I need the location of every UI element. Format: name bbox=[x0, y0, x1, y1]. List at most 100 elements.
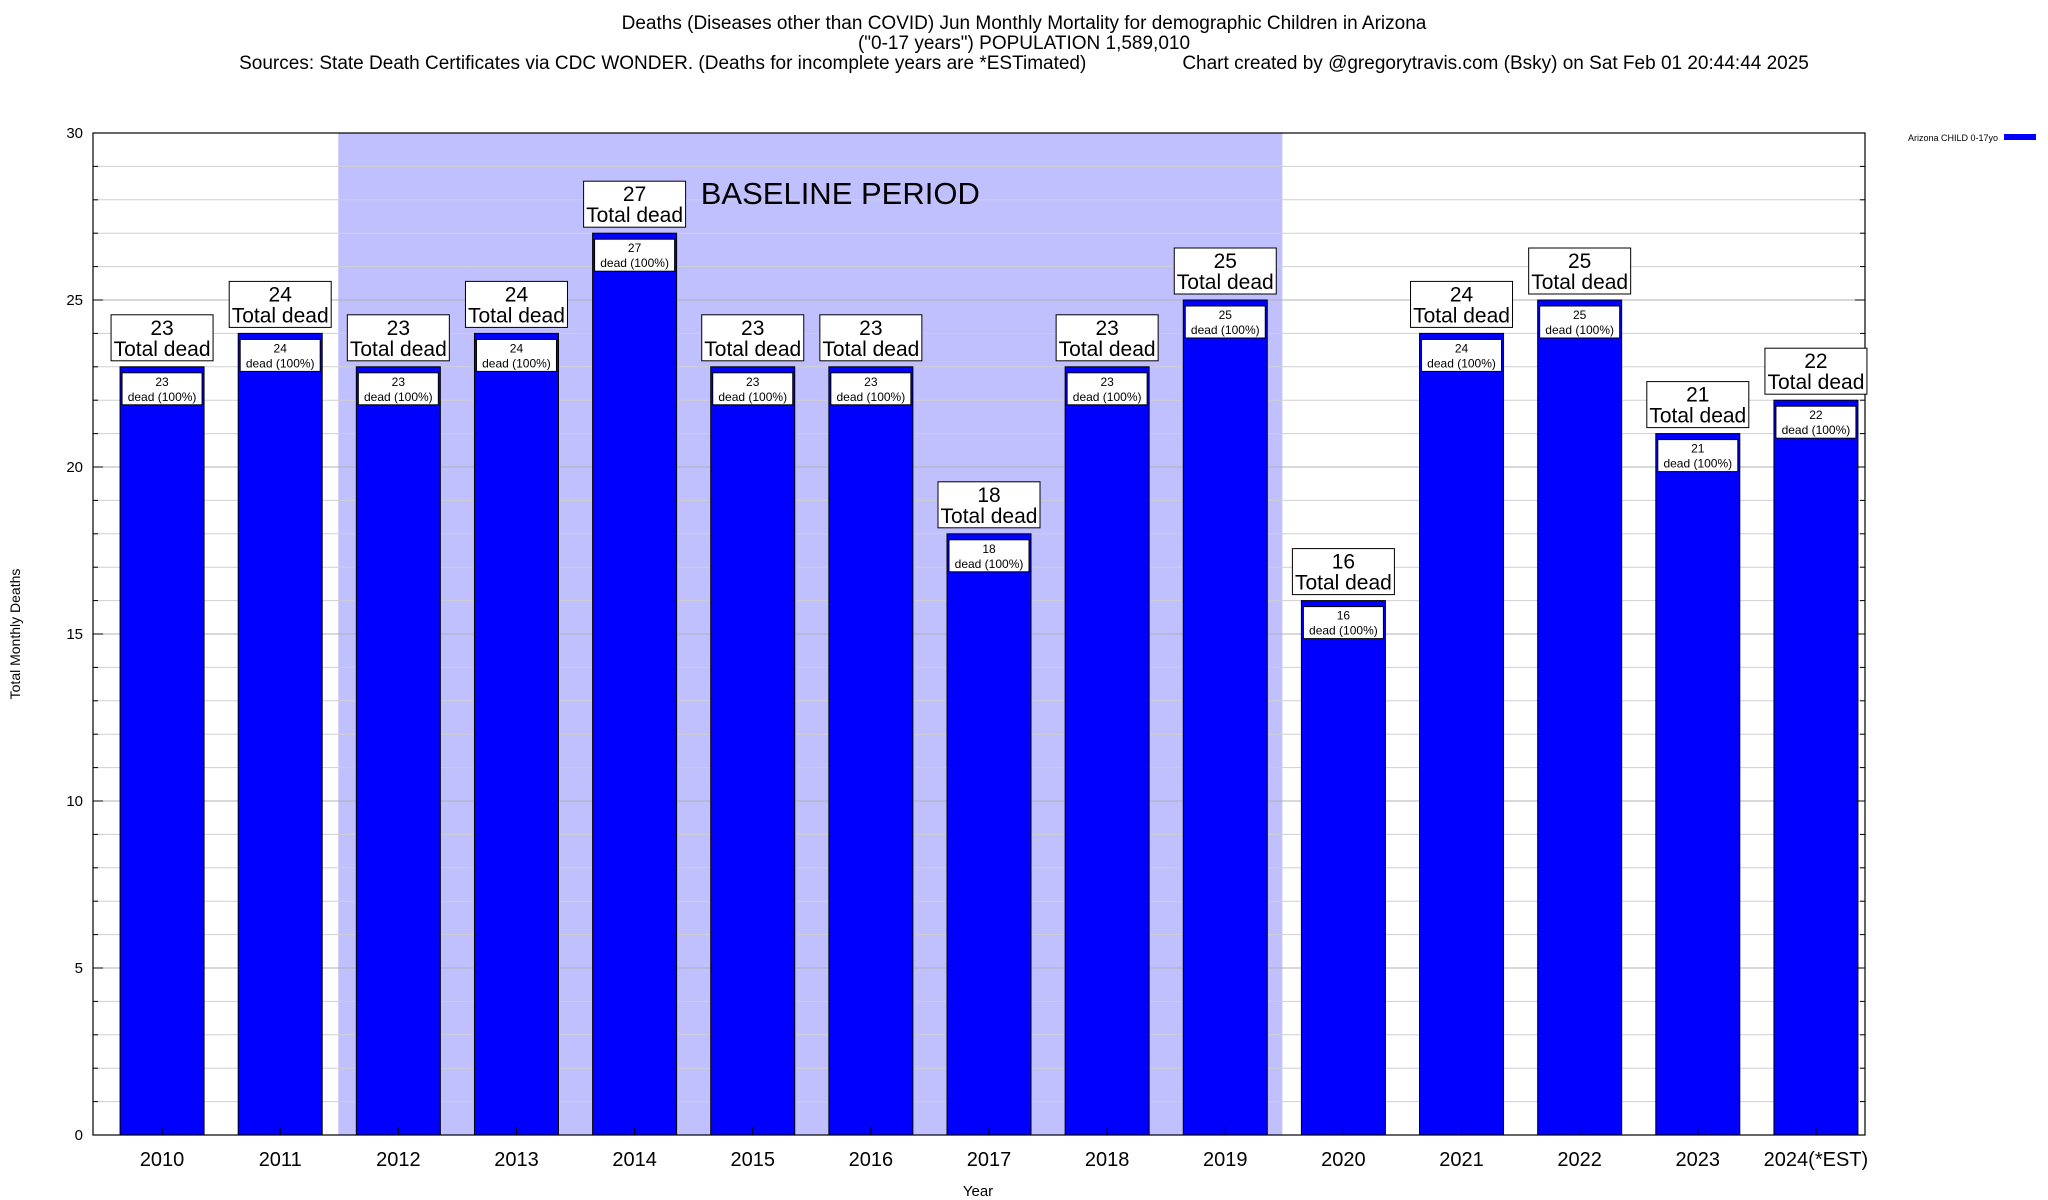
bar-2024(*EST) bbox=[1773, 399, 1859, 1136]
bar-2015 bbox=[710, 366, 796, 1136]
total-value-label: 22 bbox=[1804, 350, 1827, 373]
total-label-box bbox=[346, 314, 450, 362]
total-value-label: 24 bbox=[505, 283, 529, 306]
inner-value-label: 24 bbox=[510, 341, 524, 355]
inner-value-label: 18 bbox=[982, 542, 996, 556]
y-tick-label: 10 bbox=[66, 793, 83, 810]
total-dead-label: Total dead bbox=[1295, 572, 1392, 595]
x-tick-label: 2020 bbox=[1321, 1149, 1366, 1171]
y-tick-label: 30 bbox=[66, 125, 83, 142]
bar-2016 bbox=[828, 366, 914, 1136]
y-axis-label: Total Monthly Deaths bbox=[7, 569, 23, 700]
inner-value-label: 22 bbox=[1809, 408, 1823, 422]
total-value-label: 18 bbox=[977, 484, 1000, 507]
bar-2018 bbox=[1064, 366, 1150, 1136]
x-tick-label: 2016 bbox=[849, 1149, 894, 1171]
inner-value-label: 23 bbox=[864, 375, 878, 389]
x-tick-label: 2010 bbox=[140, 1149, 185, 1171]
total-value-label: 16 bbox=[1332, 551, 1355, 574]
y-tick-label: 15 bbox=[66, 626, 83, 643]
inner-value-label: 25 bbox=[1219, 308, 1233, 322]
inner-value-label: 23 bbox=[1100, 375, 1114, 389]
legend-swatch bbox=[2004, 134, 2036, 140]
bar-2019 bbox=[1182, 299, 1268, 1136]
x-tick-label: 2019 bbox=[1203, 1149, 1248, 1171]
x-tick-label: 2018 bbox=[1085, 1149, 1130, 1171]
inner-label-box bbox=[948, 539, 1030, 573]
inner-percent-label: dead (100%) bbox=[482, 356, 551, 370]
total-dead-label: Total dead bbox=[941, 505, 1038, 528]
total-label-box bbox=[1173, 247, 1277, 295]
inner-value-label: 23 bbox=[392, 375, 406, 389]
x-tick-label: 2014 bbox=[612, 1149, 657, 1171]
chart-sources: Sources: State Death Certificates via CD… bbox=[0, 54, 2048, 74]
bars-layer bbox=[119, 232, 1859, 1136]
inner-percent-label: dead (100%) bbox=[837, 390, 906, 404]
inner-value-label: 27 bbox=[628, 241, 642, 255]
inner-label-box bbox=[1539, 305, 1621, 339]
inner-percent-label: dead (100%) bbox=[1191, 323, 1260, 337]
total-dead-label: Total dead bbox=[350, 338, 447, 361]
total-dead-label: Total dead bbox=[822, 338, 919, 361]
sources-text: Sources: State Death Certificates via CD… bbox=[239, 53, 1087, 74]
total-value-label: 27 bbox=[623, 183, 646, 206]
credit-text: Chart created by @gregorytravis.com (Bsk… bbox=[1182, 53, 1809, 74]
total-dead-label: Total dead bbox=[1531, 271, 1628, 294]
inner-label-box bbox=[1302, 606, 1384, 640]
total-label-box bbox=[819, 314, 923, 362]
total-dead-label: Total dead bbox=[704, 338, 801, 361]
inner-label-box bbox=[475, 338, 557, 372]
inner-percent-label: dead (100%) bbox=[955, 557, 1024, 571]
bar-2014 bbox=[592, 232, 678, 1136]
inner-label-box bbox=[239, 338, 321, 372]
x-tick-label: 2023 bbox=[1676, 1149, 1721, 1171]
inner-percent-label: dead (100%) bbox=[1663, 457, 1732, 471]
bar-2023 bbox=[1655, 433, 1741, 1136]
total-dead-label: Total dead bbox=[1177, 271, 1274, 294]
bar-2010 bbox=[119, 366, 205, 1136]
x-tick-label: 2015 bbox=[730, 1149, 775, 1171]
total-value-label: 23 bbox=[387, 317, 410, 340]
baseline-period-label: BASELINE PERIOD bbox=[701, 176, 980, 211]
total-dead-label: Total dead bbox=[1059, 338, 1156, 361]
x-axis-label: Year bbox=[963, 1183, 993, 1200]
inner-label-box bbox=[712, 372, 794, 406]
x-tick-label: 2011 bbox=[259, 1149, 302, 1171]
x-tick-label: 2013 bbox=[494, 1149, 539, 1171]
inner-label-box bbox=[1775, 405, 1857, 439]
x-tick-label: 2024(*EST) bbox=[1764, 1149, 1869, 1171]
inner-value-label: 23 bbox=[746, 375, 760, 389]
inner-label-box bbox=[830, 372, 912, 406]
total-label-box bbox=[1291, 548, 1395, 596]
inner-percent-label: dead (100%) bbox=[1545, 323, 1614, 337]
inner-value-label: 25 bbox=[1573, 308, 1587, 322]
inner-label-box bbox=[357, 372, 439, 406]
total-dead-label: Total dead bbox=[1649, 405, 1746, 428]
inner-label-box bbox=[1657, 439, 1739, 473]
inner-percent-label: dead (100%) bbox=[1782, 423, 1851, 437]
bar-2021 bbox=[1419, 332, 1505, 1136]
inner-percent-label: dead (100%) bbox=[364, 390, 433, 404]
axis-layer: 0 5 10 15 20 25 30 2010 2011 2012 2013 2014 2015 2016… bbox=[66, 125, 1868, 1171]
total-value-label: 24 bbox=[1450, 283, 1474, 306]
inner-value-label: 21 bbox=[1691, 442, 1705, 456]
legend-label: Arizona CHILD 0-17yo bbox=[1908, 133, 1998, 143]
total-dead-label: Total dead bbox=[1767, 371, 1864, 394]
total-label-box bbox=[464, 280, 568, 328]
total-label-box bbox=[1055, 314, 1159, 362]
bar-2012 bbox=[355, 366, 441, 1136]
total-dead-label: Total dead bbox=[114, 338, 211, 361]
total-value-label: 23 bbox=[859, 317, 882, 340]
bar-2013 bbox=[473, 332, 559, 1136]
legend: Arizona CHILD 0-17yo bbox=[1908, 133, 2036, 143]
inner-percent-label: dead (100%) bbox=[246, 356, 315, 370]
inner-value-label: 23 bbox=[155, 375, 169, 389]
total-value-label: 25 bbox=[1214, 250, 1237, 273]
total-dead-label: Total dead bbox=[468, 304, 565, 327]
y-tick-label: 0 bbox=[75, 1127, 83, 1144]
total-label-box bbox=[110, 314, 214, 362]
total-label-box bbox=[937, 481, 1041, 529]
total-value-label: 24 bbox=[269, 283, 293, 306]
